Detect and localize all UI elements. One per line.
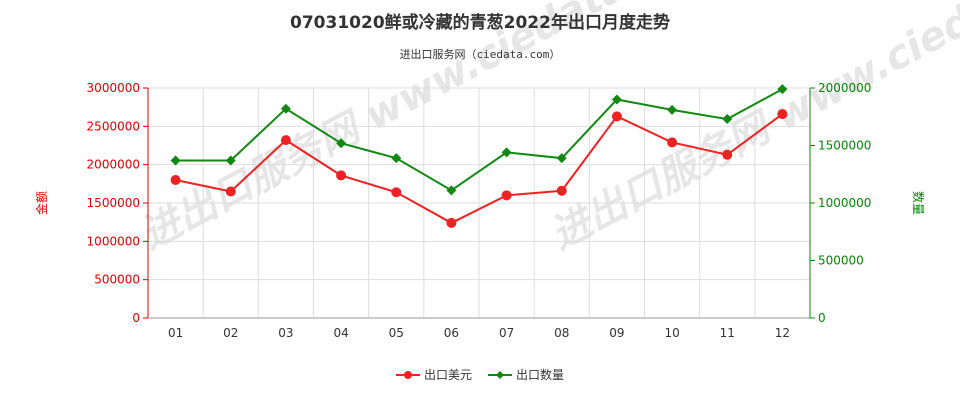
right-tick-label: 1500000 — [818, 139, 871, 153]
series-2-point — [667, 104, 678, 115]
left-tick-label: 2500000 — [87, 119, 140, 133]
series-2-point — [336, 138, 347, 149]
left-tick-label: 3000000 — [87, 81, 140, 95]
series-1-point — [391, 187, 402, 198]
y-axis-left-label: 金额 — [34, 191, 49, 215]
x-axis-ticks: 01 02 03 04 05 06 07 08 09 10 11 12 — [168, 326, 790, 340]
x-tick-label: 07 — [499, 326, 514, 340]
left-tick-label: 500000 — [94, 273, 140, 287]
watermark-1: 进出口服务网 www.ciedata.com — [133, 0, 730, 259]
series-1-point — [280, 135, 291, 146]
series-line-2 — [175, 88, 783, 192]
x-tick-label: 12 — [775, 326, 790, 340]
chart-title: 07031020鲜或冷藏的青葱2022年出口月度走势 — [290, 12, 670, 33]
series-line-1 — [175, 113, 784, 225]
series-2-point — [611, 94, 622, 105]
x-tick-label: 11 — [720, 326, 735, 340]
x-tick-label: 06 — [444, 326, 459, 340]
series-2-point — [556, 153, 567, 164]
y-axis-right-label: 数量 — [911, 191, 926, 215]
series-1-point — [777, 109, 788, 120]
series-1-point — [722, 149, 733, 160]
legend-marker — [496, 371, 504, 379]
legend-item-1: 出口美元 — [396, 368, 472, 382]
series-1 — [170, 109, 788, 228]
right-tick-label: 0 — [818, 311, 826, 325]
chart-subtitle: 进出口服务网（ciedata.com） — [400, 47, 561, 61]
series-2 — [170, 84, 788, 196]
series-1-point — [225, 186, 236, 197]
series-1-point — [170, 175, 181, 185]
right-tick-label: 500000 — [818, 254, 864, 268]
x-tick-label: 10 — [664, 326, 679, 340]
series-layer — [170, 84, 788, 228]
legend-label: 出口美元 — [424, 368, 472, 382]
x-tick-label: 02 — [223, 326, 238, 340]
series-2-point — [170, 155, 181, 166]
series-2-point — [501, 147, 512, 158]
right-tick-label: 2000000 — [818, 81, 871, 95]
legend-marker — [404, 371, 412, 379]
series-1-point — [446, 217, 457, 228]
left-tick-label: 1500000 — [87, 196, 140, 210]
right-axis-ticks: 0 500000 1000000 1500000 2000000 — [810, 81, 871, 325]
x-tick-label: 01 — [168, 326, 183, 340]
series-2-point — [280, 103, 291, 114]
left-tick-label: 1000000 — [87, 234, 140, 248]
left-axis-ticks: 0 500000 1000000 1500000 2000000 2500000 30000… — [87, 81, 148, 325]
series-2-point — [225, 155, 236, 166]
x-tick-label: 09 — [609, 326, 624, 340]
series-1-point — [667, 137, 678, 148]
watermark-2: 进出口服务网 www.ciedata.com — [543, 0, 960, 259]
left-tick-label: 0 — [132, 311, 140, 325]
series-1-point — [501, 190, 512, 201]
grid — [147, 87, 811, 319]
right-tick-label: 1000000 — [818, 196, 871, 210]
x-tick-label: 04 — [333, 326, 348, 340]
series-2-point — [446, 185, 457, 196]
series-1-point — [556, 185, 567, 196]
x-tick-label: 05 — [389, 326, 404, 340]
legend-item-2: 出口数量 — [488, 367, 564, 382]
x-tick-label: 03 — [278, 326, 293, 340]
series-1-point — [611, 111, 622, 122]
x-tick-label: 08 — [554, 326, 569, 340]
series-2-point — [722, 114, 733, 125]
left-tick-label: 2000000 — [87, 158, 140, 172]
legend-label: 出口数量 — [516, 367, 564, 382]
legend: 出口美元 出口数量 — [396, 367, 564, 382]
series-2-point — [777, 84, 788, 95]
series-1-point — [336, 170, 347, 181]
series-2-point — [391, 153, 402, 164]
